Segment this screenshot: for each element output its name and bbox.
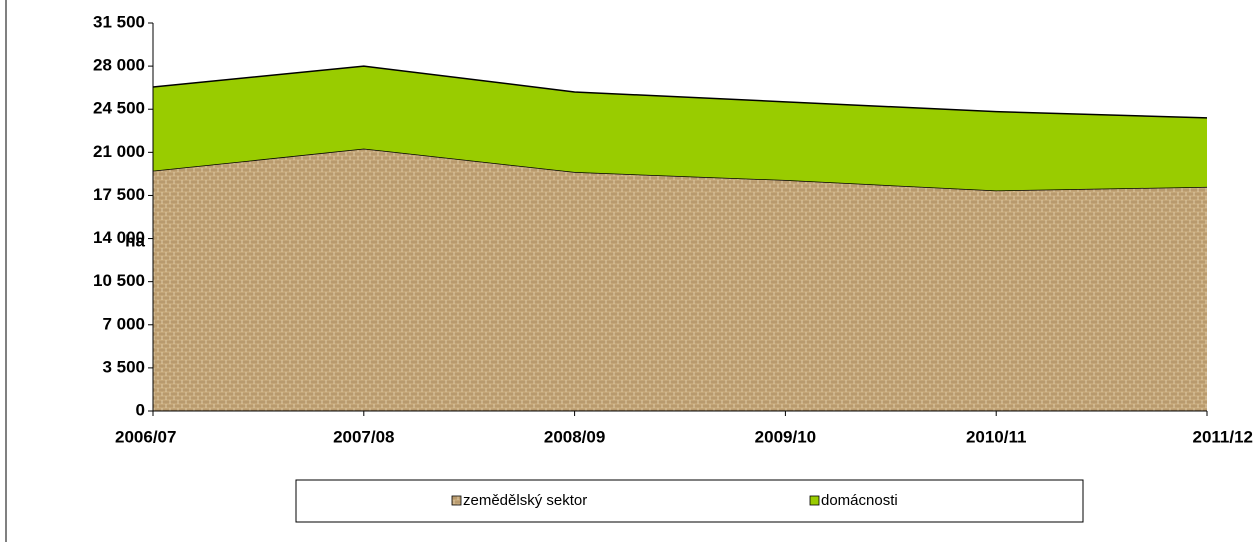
x-tick-label: 2010/11: [966, 427, 1027, 446]
x-tick-label: 2006/07: [115, 427, 176, 446]
y-tick-label: 7 000: [102, 314, 145, 333]
y-tick-label: 3 500: [102, 357, 145, 376]
y-tick-label: 21 000: [93, 142, 145, 161]
legend-swatch: [809, 495, 820, 506]
legend: [295, 479, 1084, 523]
area: [153, 66, 1207, 191]
x-tick-label: 2007/08: [333, 427, 394, 446]
y-tick-label: 0: [136, 400, 145, 419]
area: [153, 148, 1207, 411]
x-tick-label: 2011/12: [1192, 427, 1253, 446]
y-axis-label: ha: [125, 231, 145, 250]
y-tick-label: 28 000: [93, 56, 145, 75]
legend-label: domácnosti: [821, 492, 898, 509]
x-tick-label: 2009/10: [755, 427, 816, 446]
x-tick-label: 2008/09: [544, 427, 605, 446]
y-tick-label: 31 500: [93, 12, 145, 31]
area-edge: [152, 65, 1208, 119]
legend-swatch: [451, 495, 462, 506]
y-tick-label: 10 500: [93, 271, 145, 290]
legend-label: zemědělský sektor: [463, 492, 587, 509]
y-tick-label: 24 500: [93, 99, 145, 118]
y-tick-label: 17 500: [93, 185, 145, 204]
y-tick-label: 14 000: [93, 228, 145, 247]
